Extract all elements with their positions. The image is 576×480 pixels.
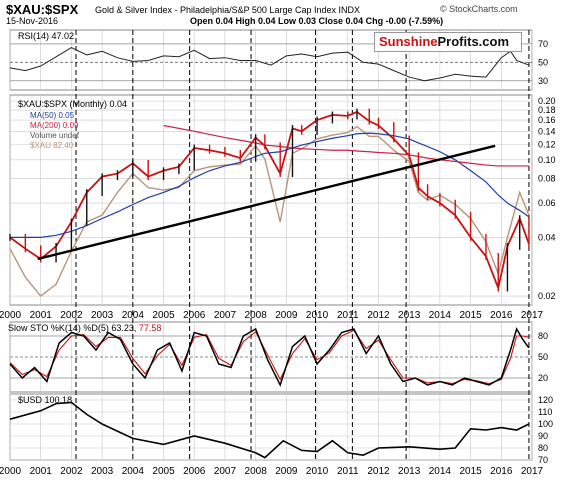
sto-legend-d: 77.58 [139, 323, 162, 333]
usd-tick-label: 100 [538, 419, 553, 429]
sto-k-line [9, 327, 530, 387]
year-tick-label: 2002 [60, 310, 83, 321]
year-tick-label: 2015 [459, 466, 482, 477]
sto-tick-label: 20 [538, 373, 548, 383]
source-label: © StockCharts.com [440, 4, 518, 14]
usd-tick-label: 110 [538, 407, 552, 417]
brand-logo: SunshineProfits.com [374, 32, 522, 52]
usd-tick-label: 70 [538, 455, 548, 465]
ma200-legend: MA(200) 0.09 [30, 121, 79, 130]
chart-subtitle: Gold & Silver Index - Philadelphia/S&P 5… [95, 5, 360, 15]
main-legend: $XAU:$SPX (Monthly) 0.04 [18, 99, 127, 109]
year-tick-label: 2017 [521, 466, 544, 477]
volume-legend: Volume undef [30, 131, 80, 140]
year-tick-label: 2016 [490, 310, 513, 321]
sto-legend-main: Slow STO %K(14) %D(5) 63.23, [8, 323, 136, 333]
year-tick-label: 2012 [367, 466, 390, 477]
year-tick-label: 2004 [122, 466, 145, 477]
usd-line [9, 401, 530, 459]
year-tick-label: 2006 [183, 310, 206, 321]
year-tick-label: 2000 [0, 310, 22, 321]
price-tick-label: 0.18 [538, 105, 556, 115]
price-tick-label: 0.14 [538, 126, 556, 136]
year-tick-label: 2013 [398, 466, 421, 477]
year-tick-label: 2011 [337, 310, 359, 321]
year-tick-label: 2004 [122, 310, 145, 321]
year-tick-label: 2005 [152, 466, 175, 477]
year-tick-label: 2013 [398, 310, 421, 321]
brand-part-2: Profits.com [437, 34, 510, 49]
chart-marks [9, 46, 530, 459]
price-tick-label: 0.06 [538, 198, 556, 208]
price-tick-label: 0.20 [538, 96, 556, 106]
year-tick-label: 2000 [0, 466, 22, 477]
year-tick-label: 2014 [429, 466, 452, 477]
year-tick-label: 2009 [275, 310, 298, 321]
panel-frame-usd [9, 393, 533, 461]
chart-date: 15-Nov-2016 [6, 16, 58, 26]
year-tick-label: 2010 [306, 466, 329, 477]
year-tick-label: 2012 [367, 310, 390, 321]
year-tick-label: 2010 [306, 310, 329, 321]
sto-tick-label: 50 [538, 352, 548, 362]
usd-tick-label: 120 [538, 395, 553, 405]
price-tick-label: 0.12 [538, 139, 556, 149]
price-tick-label: 0.02 [538, 291, 556, 301]
year-tick-label: 2008 [245, 310, 268, 321]
rsi-tick-label: 30 [538, 76, 548, 86]
price-tick-label: 0.04 [538, 232, 556, 242]
year-tick-label: 2002 [60, 466, 83, 477]
year-tick-label: 2005 [152, 310, 175, 321]
ma50-legend: MA(50) 0.05 [30, 111, 75, 120]
xau-legend: $XAU 82.40 [30, 141, 74, 150]
chart-symbol: $XAU:$SPX [6, 2, 79, 17]
year-tick-label: 2003 [91, 310, 114, 321]
rsi-tick-label: 70 [538, 39, 548, 49]
tick-labels: 2000 2001 2002 2003 2004 2005 2006 2007 2008 2009… [0, 39, 556, 477]
sto-legend: Slow STO %K(14) %D(5) 63.23, 77.58 [8, 323, 161, 333]
sto-tick-label: 80 [538, 331, 548, 341]
year-tick-label: 2017 [521, 310, 544, 321]
year-tick-label: 2007 [214, 466, 237, 477]
year-tick-label: 2006 [183, 466, 206, 477]
usd-tick-label: 80 [538, 443, 548, 453]
ma200-line [163, 124, 529, 167]
year-tick-label: 2001 [30, 466, 53, 477]
rsi-legend: RSI(14) 47.02 [18, 31, 74, 41]
year-tick-label: 2009 [275, 466, 298, 477]
year-tick-label: 2003 [91, 466, 114, 477]
price-tick-label: 0.08 [538, 174, 556, 184]
year-tick-label: 2001 [30, 310, 53, 321]
ratio-series-line [9, 110, 530, 292]
ohlc-readout: Open 0.04 High 0.04 Low 0.03 Close 0.04 … [190, 16, 443, 26]
price-tick-label: 0.10 [538, 155, 556, 165]
year-tick-label: 2008 [245, 466, 268, 477]
usd-tick-label: 90 [538, 431, 548, 441]
year-tick-label: 2011 [337, 466, 359, 477]
support-trendline [37, 144, 496, 261]
year-tick-label: 2016 [490, 466, 513, 477]
year-tick-label: 2007 [214, 310, 237, 321]
panel-frames [9, 29, 533, 461]
rsi-line [9, 46, 530, 82]
rsi-tick-label: 50 [538, 57, 548, 67]
panel-frame-price [9, 94, 533, 306]
usd-legend: $USD 100.18 [18, 395, 72, 405]
brand-part-1: Sunshine [379, 34, 438, 49]
price-tick-label: 0.16 [538, 115, 556, 125]
year-tick-label: 2014 [429, 310, 452, 321]
year-tick-label: 2015 [459, 310, 482, 321]
